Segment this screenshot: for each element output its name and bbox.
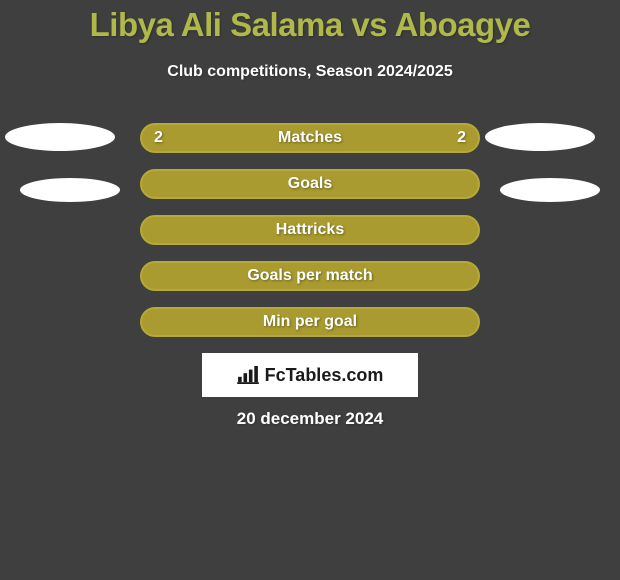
- stat-bar: Goals per match: [140, 261, 480, 291]
- stat-bar-label: Goals per match: [247, 267, 372, 285]
- attribution: FcTables.com: [202, 353, 418, 397]
- stat-bar: Matches 2 2: [140, 123, 480, 153]
- stat-bar: Hattricks: [140, 215, 480, 245]
- stat-bar-left-value: 2: [154, 129, 163, 147]
- stat-bar: Goals: [140, 169, 480, 199]
- side-ellipse: [5, 123, 115, 151]
- attribution-text: FcTables.com: [265, 365, 384, 386]
- subtitle: Club competitions, Season 2024/2025: [167, 63, 452, 81]
- side-ellipse: [485, 123, 595, 151]
- page-title: Libya Ali Salama vs Aboagye: [90, 6, 531, 44]
- stat-bar-right-value: 2: [457, 129, 466, 147]
- footer-date: 20 december 2024: [237, 409, 384, 429]
- stat-bar-label: Min per goal: [263, 313, 357, 331]
- stat-bar-label: Hattricks: [276, 221, 344, 239]
- stat-bar-label: Goals: [288, 175, 332, 193]
- side-ellipse: [20, 178, 120, 202]
- stat-bar: Min per goal: [140, 307, 480, 337]
- bars-icon: [237, 366, 259, 384]
- side-ellipse: [500, 178, 600, 202]
- stat-bar-label: Matches: [278, 129, 342, 147]
